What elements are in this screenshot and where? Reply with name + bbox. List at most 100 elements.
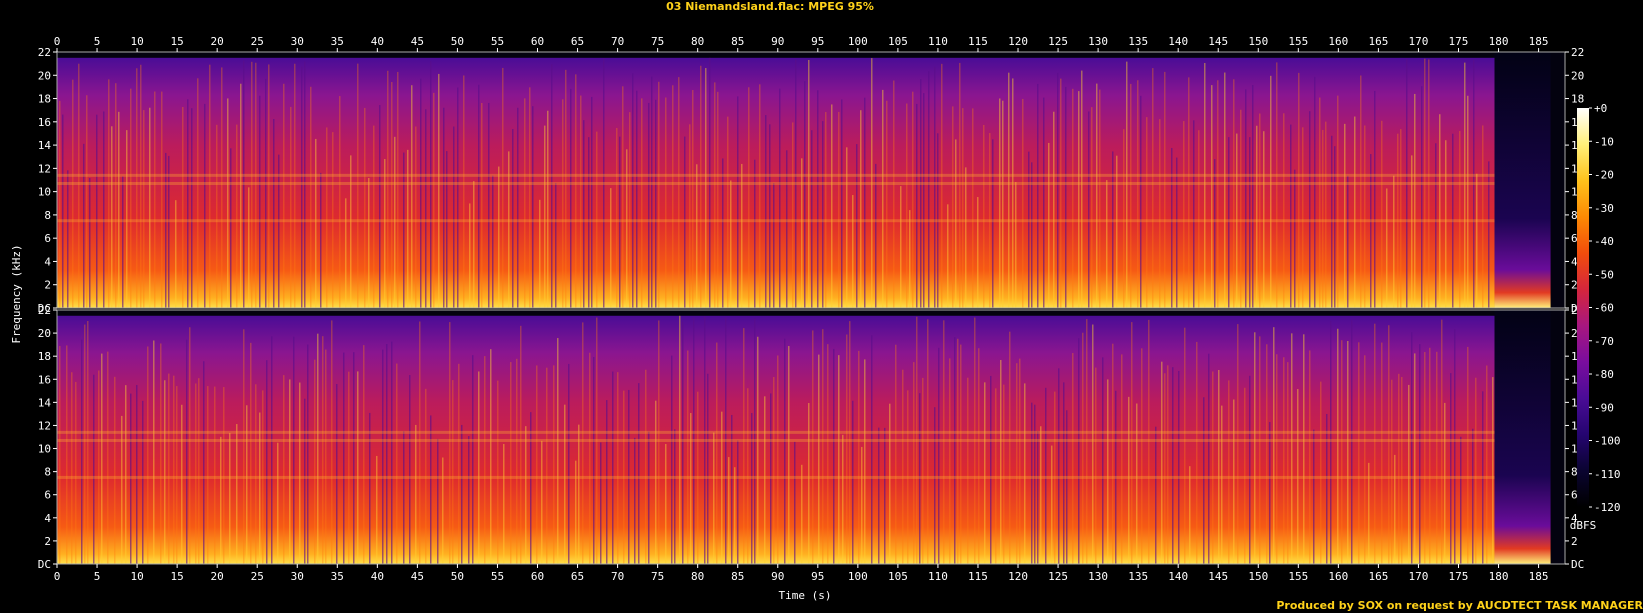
harmonic-band <box>57 181 1495 185</box>
x-tick-label: 135 <box>1128 570 1148 583</box>
x-tick-label: 60 <box>531 35 544 48</box>
y-tick-label: 8 <box>1571 209 1578 222</box>
y-tick-label: 4 <box>1571 255 1578 268</box>
colorbar-tick-label: -50 <box>1594 268 1614 281</box>
colorbar-tick-label: -120 <box>1594 501 1621 514</box>
y-tick-label: 20 <box>1571 69 1584 82</box>
colorbar-tick-label: +0 <box>1594 102 1607 115</box>
x-tick-label: 80 <box>691 35 704 48</box>
x-tick-label: 125 <box>1048 570 1068 583</box>
x-tick-label: 170 <box>1409 35 1429 48</box>
y-tick-label: 10 <box>38 186 51 199</box>
y-tick-label: 18 <box>38 350 51 363</box>
x-tick-label: 15 <box>171 570 184 583</box>
x-tick-label: 20 <box>211 570 224 583</box>
x-tick-label: 150 <box>1248 35 1268 48</box>
y-tick-label: 12 <box>38 162 51 175</box>
y-tick-label: 8 <box>1571 466 1578 479</box>
y-tick-label: 22 <box>1571 46 1584 59</box>
x-tick-label: 80 <box>691 570 704 583</box>
x-tick-label: 5 <box>94 35 101 48</box>
colorbar-tick-label: -10 <box>1594 135 1614 148</box>
spectral-energy <box>57 57 1495 309</box>
x-tick-label: 30 <box>291 35 304 48</box>
x-tick-label: 160 <box>1328 570 1348 583</box>
x-tick-label: 75 <box>651 570 664 583</box>
x-tick-label: 120 <box>1008 35 1028 48</box>
harmonic-band <box>57 475 1495 479</box>
x-tick-label: 115 <box>968 570 988 583</box>
colorbar-tick-label: -80 <box>1594 368 1614 381</box>
colorbar-label: dBFS <box>1570 519 1597 532</box>
x-tick-label: 55 <box>491 570 504 583</box>
decay-tail <box>1494 52 1551 308</box>
y-tick-label: 18 <box>38 93 51 106</box>
x-tick-label: 155 <box>1288 35 1308 48</box>
transient-streaks <box>59 315 1494 564</box>
x-tick-label: 140 <box>1168 35 1188 48</box>
x-tick-label: 95 <box>811 35 824 48</box>
x-tick-label: 185 <box>1529 570 1549 583</box>
y-tick-label: 2 <box>1571 279 1578 292</box>
x-tick-label: 165 <box>1368 570 1388 583</box>
x-tick-label: 110 <box>928 35 948 48</box>
x-tick-label: 130 <box>1088 570 1108 583</box>
x-tick-label: 105 <box>888 570 908 583</box>
x-tick-label: 110 <box>928 570 948 583</box>
y-tick-label: 6 <box>44 489 51 502</box>
x-tick-label: 180 <box>1489 35 1509 48</box>
x-tick-label: 105 <box>888 35 908 48</box>
x-tick-label: 0 <box>54 570 61 583</box>
colorbar-tick-label: -100 <box>1594 435 1621 448</box>
x-tick-label: 155 <box>1288 570 1308 583</box>
channel-panel: DCDC224466881010121214141616181820202222 <box>38 46 1585 315</box>
x-tick-label: 50 <box>451 570 464 583</box>
x-tick-label: 115 <box>968 35 988 48</box>
harmonic-band <box>57 219 1495 223</box>
x-tick-label: 50 <box>451 35 464 48</box>
x-tick-label: 130 <box>1088 35 1108 48</box>
x-tick-label: 0 <box>54 35 61 48</box>
y-tick-label: 2 <box>44 279 51 292</box>
x-tick-label: 75 <box>651 35 664 48</box>
x-tick-label: 20 <box>211 35 224 48</box>
y-tick-label: 4 <box>1571 512 1578 525</box>
x-tick-label: 85 <box>731 35 744 48</box>
x-tick-label: 165 <box>1368 35 1388 48</box>
x-tick-label: 35 <box>331 35 344 48</box>
y-tick-label: 18 <box>1571 93 1584 106</box>
y-tick-label: 4 <box>44 512 51 525</box>
y-tick-label: 20 <box>38 69 51 82</box>
harmonic-band <box>57 173 1495 177</box>
y-tick-label: 4 <box>44 255 51 268</box>
x-tick-label: 65 <box>571 35 584 48</box>
harmonic-band <box>57 438 1495 442</box>
x-tick-label: 10 <box>130 35 143 48</box>
y-tick-label: 16 <box>38 373 51 386</box>
transient-streaks <box>59 57 1490 309</box>
x-tick-label: 70 <box>611 35 624 48</box>
x-tick-label: 45 <box>411 570 424 583</box>
y-tick-label: 14 <box>38 396 52 409</box>
colorbar-tick-label: -90 <box>1594 401 1614 414</box>
y-tick-label: 22 <box>38 304 51 317</box>
y-tick-label: 2 <box>44 535 51 548</box>
x-tick-label: 70 <box>611 570 624 583</box>
x-tick-label: 25 <box>251 570 264 583</box>
x-tick-label: 170 <box>1409 570 1429 583</box>
x-tick-label: 175 <box>1449 570 1469 583</box>
x-tick-label: 95 <box>811 570 824 583</box>
y-tick-label: 14 <box>38 139 52 152</box>
x-tick-label: 125 <box>1048 35 1068 48</box>
x-tick-label: 185 <box>1529 35 1549 48</box>
x-tick-label: 85 <box>731 570 744 583</box>
x-tick-label: 150 <box>1248 570 1268 583</box>
harmonic-band <box>57 430 1495 434</box>
y-tick-label: 2 <box>1571 535 1578 548</box>
colorbar-tick-label: -20 <box>1594 169 1614 182</box>
x-tick-label: 45 <box>411 35 424 48</box>
x-tick-label: 65 <box>571 570 584 583</box>
y-tick-label: DC <box>38 302 51 315</box>
x-axis-bottom: 0 5 10 15 20 25 30 35 40 45 50 55 60 65 70 75 80 85 90 95 10… <box>54 564 1549 583</box>
y-tick-label: 6 <box>44 232 51 245</box>
